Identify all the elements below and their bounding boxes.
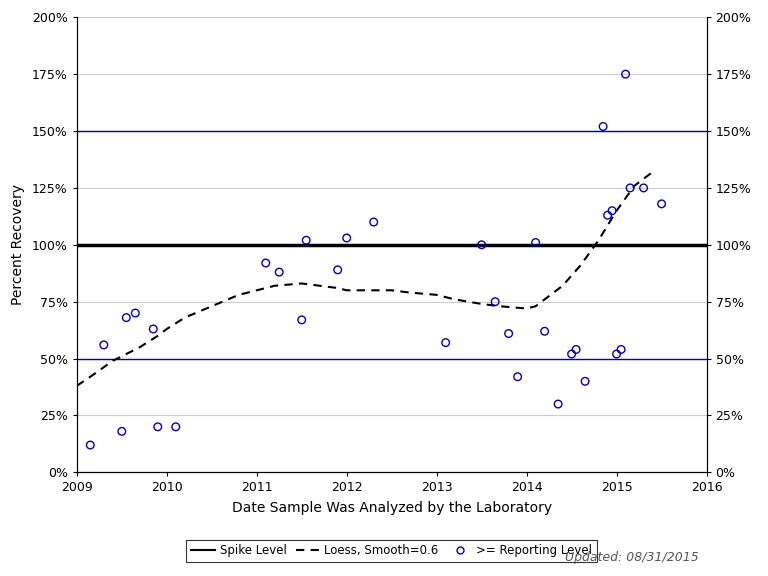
Point — [300, 236, 313, 245]
Point — [439, 338, 452, 347]
Point — [601, 211, 614, 220]
Point — [597, 122, 609, 131]
Point — [538, 327, 551, 336]
Point — [620, 70, 632, 79]
Point — [637, 183, 650, 192]
Point — [475, 240, 488, 249]
Point — [529, 238, 541, 247]
Text: Updated: 08/31/2015: Updated: 08/31/2015 — [565, 551, 699, 564]
Point — [151, 422, 164, 431]
Point — [489, 297, 502, 306]
Point — [340, 233, 353, 242]
Point — [296, 315, 308, 324]
Point — [170, 422, 182, 431]
Point — [565, 350, 578, 359]
Point — [624, 183, 636, 192]
Point — [147, 324, 160, 334]
Point — [120, 313, 132, 322]
Point — [84, 441, 97, 450]
Point — [579, 377, 591, 386]
Point — [273, 267, 286, 276]
Point — [606, 206, 618, 215]
Point — [570, 345, 582, 354]
Point — [655, 199, 667, 209]
Point — [552, 400, 564, 409]
X-axis label: Date Sample Was Analyzed by the Laboratory: Date Sample Was Analyzed by the Laborato… — [232, 501, 551, 516]
Legend: Spike Level, Loess, Smooth=0.6, >= Reporting Level: Spike Level, Loess, Smooth=0.6, >= Repor… — [187, 540, 597, 562]
Point — [611, 350, 623, 359]
Point — [502, 329, 515, 338]
Point — [368, 218, 380, 227]
Point — [116, 427, 128, 436]
Point — [332, 265, 344, 274]
Point — [260, 259, 272, 268]
Point — [615, 345, 627, 354]
Point — [511, 372, 524, 381]
Y-axis label: Percent Recovery: Percent Recovery — [11, 184, 25, 305]
Point — [129, 309, 141, 318]
Point — [98, 340, 110, 350]
